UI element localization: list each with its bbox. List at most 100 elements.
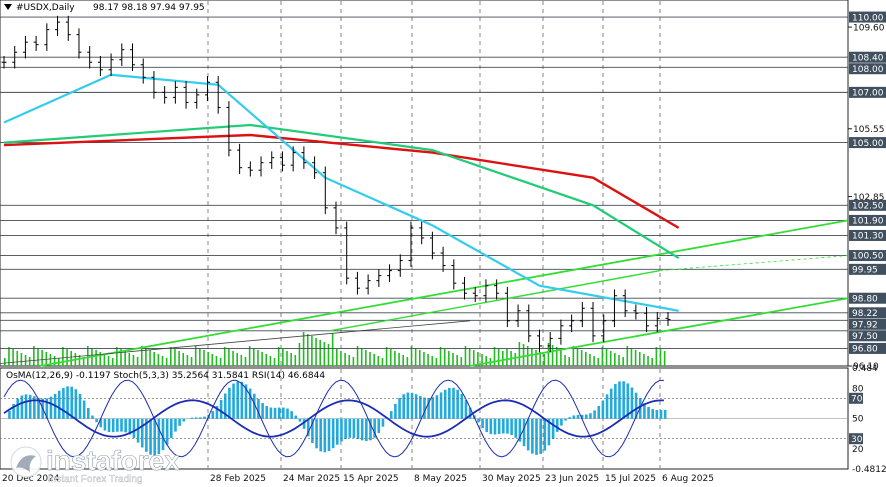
volume-bar bbox=[20, 353, 23, 366]
volume-bar bbox=[626, 346, 629, 366]
osma-bar bbox=[120, 418, 123, 432]
volume-bar bbox=[431, 356, 434, 366]
volume-bar bbox=[605, 349, 608, 366]
osma-bar bbox=[365, 418, 368, 441]
osma-bar bbox=[219, 399, 223, 419]
volume-bar bbox=[568, 357, 570, 366]
osma-bar bbox=[311, 418, 314, 444]
indicator-label: OsMA(12,26,9) -0.1197 Stoch(5,3,3) 35.25… bbox=[6, 371, 325, 381]
time-axis: 20 Dec 2024 28 Feb 2025 24 Mar 2025 15 Apr … bbox=[2, 474, 714, 484]
volume-bar bbox=[302, 332, 305, 366]
volume-bar bbox=[12, 349, 14, 366]
indicator-tag bbox=[849, 392, 863, 404]
volume-bar bbox=[211, 354, 214, 366]
osma-bar bbox=[257, 398, 260, 419]
volume-bar bbox=[419, 350, 421, 366]
osma-bar bbox=[273, 407, 277, 419]
volume-bar bbox=[269, 356, 272, 366]
osma-bar bbox=[62, 387, 65, 419]
price-tag-label: 101.30 bbox=[852, 232, 884, 242]
osma-bar bbox=[394, 403, 397, 419]
osma-bar bbox=[572, 415, 576, 419]
osma-bar bbox=[369, 418, 372, 441]
osma-bar bbox=[431, 397, 435, 419]
volume-bar bbox=[190, 357, 193, 366]
volume-bar bbox=[203, 350, 205, 366]
volume-bar bbox=[427, 354, 429, 366]
volume-bar bbox=[630, 348, 633, 366]
osma-bar bbox=[240, 381, 244, 419]
volume-bar bbox=[344, 353, 346, 366]
volume-bar bbox=[394, 351, 396, 366]
osma-bar bbox=[502, 418, 505, 434]
volume-bar bbox=[609, 351, 612, 366]
osma-bar bbox=[344, 418, 347, 439]
price-tag bbox=[849, 11, 886, 23]
osma-bar bbox=[194, 417, 198, 419]
osma-bar bbox=[145, 418, 148, 452]
osma-bar bbox=[531, 418, 534, 454]
volume-bar bbox=[464, 346, 467, 366]
osma-bar bbox=[360, 418, 364, 441]
indicator-axis-label: 50 bbox=[852, 415, 864, 425]
volume-bar bbox=[62, 347, 64, 366]
osma-bar bbox=[33, 396, 36, 419]
volume-bar bbox=[178, 351, 180, 366]
volume-bar bbox=[443, 349, 446, 366]
triangle-down-icon[interactable] bbox=[4, 4, 12, 10]
volume-bar bbox=[223, 347, 226, 366]
volume-bar bbox=[369, 352, 371, 366]
volume-bar bbox=[522, 344, 525, 366]
price-tag bbox=[849, 250, 886, 262]
osma-bar bbox=[111, 418, 115, 433]
volume-bar bbox=[597, 358, 600, 366]
price-tag bbox=[849, 292, 886, 304]
volume-bar bbox=[576, 348, 579, 366]
price-tag-label: 98.22 bbox=[852, 309, 878, 319]
volume-bar bbox=[651, 358, 653, 366]
osma-bar bbox=[215, 405, 219, 419]
osma-bar bbox=[585, 414, 588, 419]
osma-bar bbox=[593, 410, 596, 419]
osma-bar bbox=[423, 397, 426, 419]
volume-bar bbox=[207, 352, 209, 366]
osma-bar bbox=[622, 381, 625, 419]
volume-bar bbox=[140, 346, 143, 366]
volume-bar bbox=[82, 357, 85, 366]
volume-bar bbox=[585, 352, 587, 366]
osma-bar bbox=[618, 381, 621, 419]
osma-bar bbox=[253, 393, 256, 419]
volume-bar bbox=[572, 346, 575, 366]
osma-bar bbox=[614, 384, 617, 419]
price-label: 96.10 bbox=[853, 362, 879, 372]
time-label: 24 Mar 2025 bbox=[283, 474, 340, 484]
osma-bar bbox=[543, 418, 547, 451]
osma-bar bbox=[286, 408, 289, 419]
volume-bar bbox=[153, 352, 155, 366]
stochastic-line bbox=[3, 379, 664, 458]
volume-bar bbox=[456, 355, 458, 366]
oscillator-lines bbox=[3, 379, 664, 458]
price-tag bbox=[849, 229, 886, 241]
osma-bar bbox=[315, 418, 318, 449]
osma-bar bbox=[103, 418, 107, 431]
osma-bar bbox=[336, 418, 339, 445]
osma-bar bbox=[522, 418, 526, 447]
osma-bar bbox=[178, 418, 181, 426]
osma-bar bbox=[199, 417, 202, 419]
osma-bar bbox=[140, 418, 144, 448]
symbol-label: #USDX,Daily bbox=[16, 3, 75, 13]
osma-bar bbox=[203, 416, 206, 419]
osma-bar bbox=[377, 418, 381, 434]
osma-bar bbox=[389, 411, 393, 419]
volume-bar bbox=[385, 347, 388, 366]
osma-bar bbox=[427, 398, 430, 419]
osma-bar bbox=[506, 418, 509, 434]
osma-bar bbox=[8, 410, 11, 419]
osma-bar bbox=[306, 418, 310, 437]
osma-bar bbox=[331, 418, 335, 449]
channel-projection-line bbox=[659, 255, 849, 272]
indicator-axis-label: -0.4812 bbox=[852, 465, 886, 475]
volume-bar bbox=[589, 354, 591, 366]
